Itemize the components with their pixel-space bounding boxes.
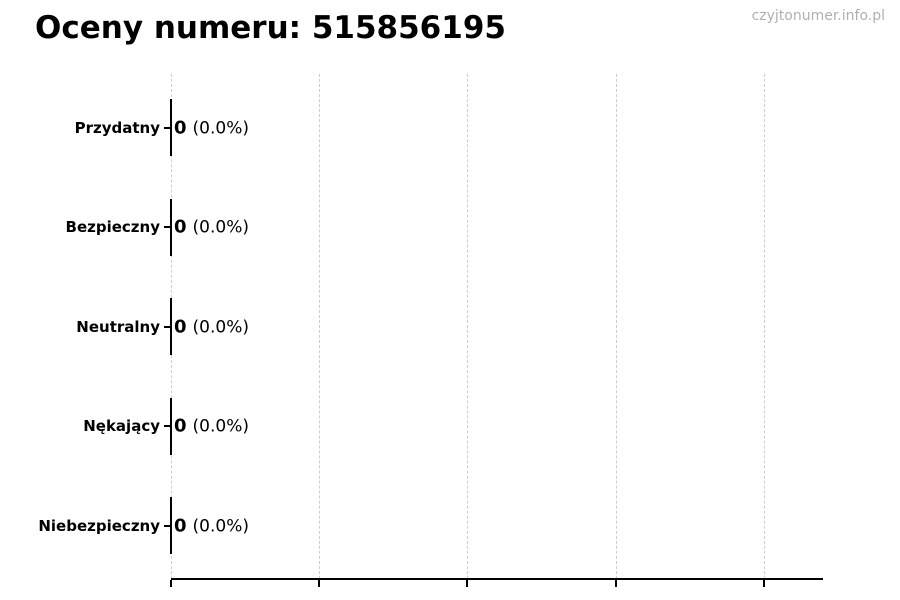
- x-gridline: [319, 74, 321, 579]
- value-percent: (0.0%): [192, 516, 249, 536]
- value-count: 0: [174, 415, 187, 437]
- bar-row: Niebezpieczny 0 (0.0%): [0, 497, 900, 554]
- x-gridline: [763, 74, 765, 579]
- value-count: 0: [174, 216, 187, 238]
- x-axis-tick: [762, 580, 765, 587]
- x-axis-tick: [318, 580, 321, 587]
- x-gridline: [615, 74, 617, 579]
- y-axis-tick: [164, 226, 171, 228]
- category-label: Nękający: [83, 417, 160, 435]
- value-percent: (0.0%): [192, 416, 249, 437]
- y-axis-tick: [164, 325, 171, 328]
- value-percent: (0.0%): [192, 317, 249, 337]
- chart-title: Oceny numeru: 515856195: [35, 10, 506, 46]
- category-label: Bezpieczny: [65, 218, 160, 236]
- x-axis-tick: [466, 580, 469, 587]
- value-percent: (0.0%): [192, 118, 249, 138]
- x-axis-line: [171, 578, 823, 580]
- category-label: Niebezpieczny: [38, 516, 160, 535]
- value-label: 0 (0.0%): [174, 217, 249, 238]
- value-label: 0 (0.0%): [174, 117, 249, 138]
- value-count: 0: [174, 117, 187, 138]
- bar-row: Bezpieczny 0 (0.0%): [0, 198, 900, 256]
- x-axis-tick: [614, 580, 617, 587]
- category-label: Neutralny: [76, 317, 160, 336]
- y-axis-tick: [164, 126, 171, 129]
- bar-row: Nękający 0 (0.0%): [0, 397, 900, 455]
- bar: [170, 497, 172, 554]
- y-axis-tick: [164, 425, 171, 427]
- value-label: 0 (0.0%): [174, 316, 249, 337]
- watermark-text: czyjtonumer.info.pl: [751, 8, 885, 24]
- x-gridline: [467, 74, 469, 579]
- value-percent: (0.0%): [192, 217, 249, 238]
- x-axis-tick: [170, 580, 172, 587]
- value-label: 0 (0.0%): [174, 416, 249, 437]
- bar: [170, 397, 172, 455]
- category-label: Przydatny: [74, 118, 160, 137]
- value-count: 0: [174, 515, 187, 536]
- bar-row: Przydatny 0 (0.0%): [0, 99, 900, 156]
- bar-row: Neutralny 0 (0.0%): [0, 298, 900, 355]
- y-axis-tick: [164, 524, 171, 527]
- value-count: 0: [174, 316, 187, 337]
- bar: [170, 198, 172, 256]
- bar: [170, 99, 172, 156]
- value-label: 0 (0.0%): [174, 515, 249, 536]
- bar: [170, 298, 172, 355]
